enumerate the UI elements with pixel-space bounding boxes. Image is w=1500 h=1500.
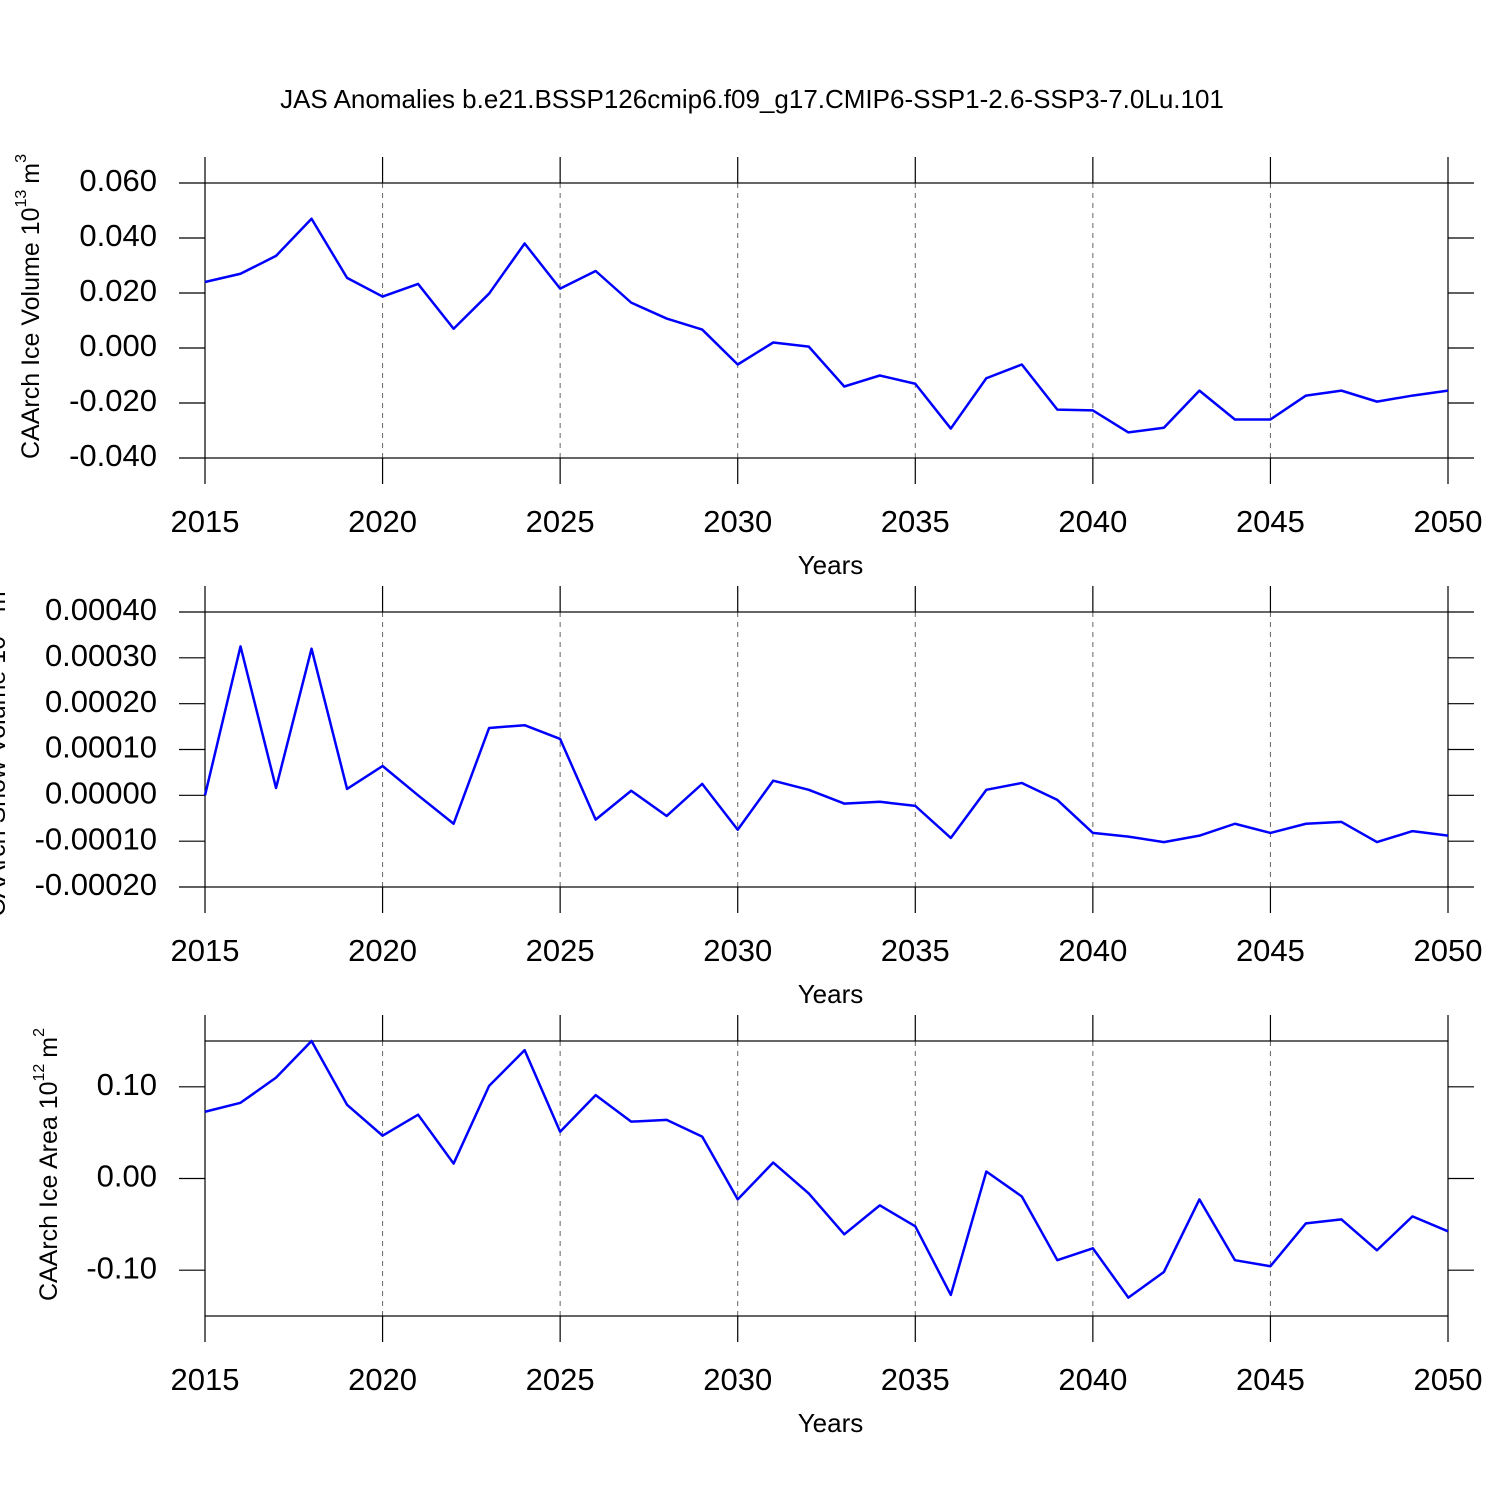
y-tick-label: -0.10 bbox=[86, 1250, 157, 1285]
x-tick-label: 2020 bbox=[348, 933, 417, 968]
x-tick-label: 2050 bbox=[1414, 1362, 1483, 1397]
figure-title: JAS Anomalies b.e21.BSSP126cmip6.f09_g17… bbox=[280, 84, 1224, 114]
x-tick-label: 2025 bbox=[526, 1362, 595, 1397]
y-axis-label: CAArch Ice Volume 1013 m3 bbox=[13, 154, 44, 459]
plot-frame bbox=[204, 182, 1449, 459]
y-axis-label-unit: m bbox=[0, 591, 11, 612]
y-tick-label: 0.00020 bbox=[45, 684, 157, 719]
y-axis-label-unit: m bbox=[35, 1037, 63, 1058]
y-tick-label: 0.10 bbox=[97, 1067, 157, 1102]
x-tick-label: 2025 bbox=[526, 933, 595, 968]
y-tick-label: -0.020 bbox=[69, 383, 157, 418]
y-axis-label-unit-power: 2 bbox=[31, 1028, 48, 1037]
x-tick-label: 2015 bbox=[171, 1362, 240, 1397]
y-tick-label: 0.040 bbox=[79, 218, 157, 253]
y-axis-label: CAArch Snow Volume 1013m3 bbox=[0, 582, 11, 916]
x-tick-label: 2035 bbox=[881, 933, 950, 968]
y-tick-label: 0.060 bbox=[79, 163, 157, 198]
y-tick-label: 0.00040 bbox=[45, 592, 157, 627]
y-tick-label: -0.040 bbox=[69, 438, 157, 473]
x-tick-label: 2030 bbox=[703, 504, 772, 539]
x-tick-label: 2040 bbox=[1058, 1362, 1127, 1397]
y-axis-label-text: CAArch Snow Volume 10 bbox=[0, 636, 11, 917]
x-tick-label: 2050 bbox=[1414, 504, 1483, 539]
x-tick-label: 2045 bbox=[1236, 1362, 1305, 1397]
x-axis-label: Years bbox=[798, 979, 864, 1009]
y-axis-label: CAArch Ice Area 1012 m2 bbox=[31, 1028, 62, 1301]
x-tick-label: 2040 bbox=[1058, 933, 1127, 968]
x-tick-label: 2050 bbox=[1414, 933, 1483, 968]
y-axis-label-text: CAArch Ice Area 10 bbox=[35, 1081, 63, 1301]
y-axis-label-text: CAArch Ice Volume 10 bbox=[17, 208, 45, 460]
y-tick-label: -0.00020 bbox=[35, 867, 157, 902]
x-tick-label: 2020 bbox=[348, 504, 417, 539]
x-tick-label: 2040 bbox=[1058, 504, 1127, 539]
y-axis-label-power: 13 bbox=[13, 190, 30, 208]
x-tick-label: 2045 bbox=[1236, 504, 1305, 539]
x-tick-label: 2015 bbox=[171, 933, 240, 968]
x-axis-label: Years bbox=[798, 1408, 864, 1438]
x-tick-label: 2020 bbox=[348, 1362, 417, 1397]
y-tick-label: 0.00030 bbox=[45, 638, 157, 673]
plot-frame bbox=[204, 1040, 1449, 1317]
y-tick-label: 0.00 bbox=[97, 1159, 157, 1194]
x-tick-label: 2015 bbox=[171, 504, 240, 539]
x-axis-label: Years bbox=[798, 550, 864, 580]
x-tick-label: 2035 bbox=[881, 504, 950, 539]
data-line bbox=[204, 1039, 1449, 1299]
y-tick-label: 0.000 bbox=[79, 328, 157, 363]
y-axis-label-unit-power: 3 bbox=[13, 154, 30, 163]
y-axis-label-power: 12 bbox=[31, 1064, 48, 1082]
data-line bbox=[204, 217, 1449, 434]
y-axis-label-unit: m bbox=[17, 163, 45, 184]
x-tick-label: 2030 bbox=[703, 1362, 772, 1397]
x-tick-label: 2025 bbox=[526, 504, 595, 539]
y-tick-label: 0.00000 bbox=[45, 776, 157, 811]
x-tick-label: 2030 bbox=[703, 933, 772, 968]
y-tick-label: 0.00010 bbox=[45, 730, 157, 765]
x-tick-label: 2035 bbox=[881, 1362, 950, 1397]
data-line bbox=[203, 645, 1449, 844]
x-tick-label: 2045 bbox=[1236, 933, 1305, 968]
plot-frame bbox=[204, 611, 1449, 888]
y-tick-label: -0.00010 bbox=[35, 821, 157, 856]
y-tick-label: 0.020 bbox=[79, 273, 157, 308]
